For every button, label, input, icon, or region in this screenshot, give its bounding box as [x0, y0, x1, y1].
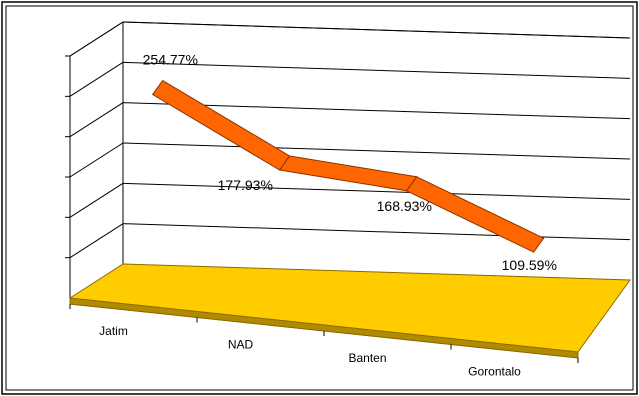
series-segment	[278, 155, 418, 192]
left-wall-gridline	[69, 142, 124, 178]
x-tick-label: Gorontalo	[468, 364, 521, 378]
left-wall-gridline	[69, 61, 124, 97]
x-tick-label: Jatim	[99, 324, 128, 338]
gridline	[122, 61, 631, 79]
data-label: 254.77%	[143, 52, 198, 68]
chart-floor	[69, 263, 631, 363]
gridline	[122, 21, 631, 39]
gridlines	[65, 21, 631, 259]
data-label: 177.93%	[218, 177, 273, 193]
data-label: 109.59%	[502, 257, 557, 273]
gridline	[122, 102, 631, 120]
data-labels: 254.77% 177.93% 168.93% 109.59%	[143, 52, 557, 274]
x-tick-label: NAD	[228, 337, 254, 351]
left-wall-gridline	[69, 223, 124, 259]
left-wall-gridline	[69, 102, 124, 138]
gridline	[122, 142, 631, 160]
inner-frame	[5, 5, 634, 391]
series-segment	[405, 176, 545, 253]
data-label: 168.93%	[377, 198, 432, 214]
left-wall-gridline	[69, 21, 124, 57]
left-wall-gridline	[69, 182, 124, 218]
series-ribbon	[151, 79, 545, 253]
gridline	[122, 182, 631, 200]
x-tick-label: Banten	[348, 351, 386, 365]
gridline	[122, 223, 631, 241]
x-tick-labels: Jatim NAD Banten Gorontalo	[99, 324, 521, 379]
series-segment	[151, 79, 291, 171]
